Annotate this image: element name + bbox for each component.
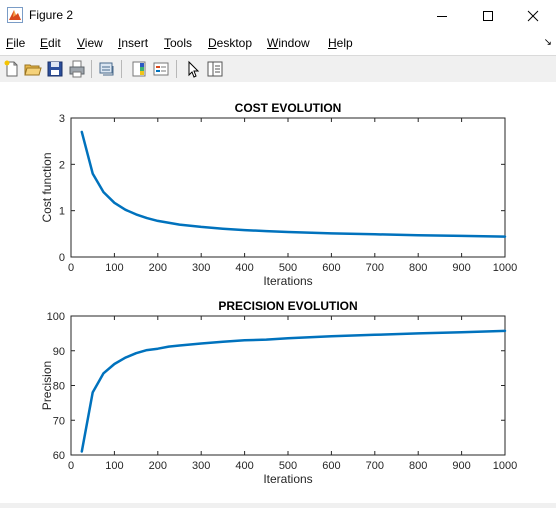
x-tick-label: 500 xyxy=(279,262,297,274)
toolbar-separator xyxy=(91,60,92,78)
save-icon[interactable] xyxy=(45,59,65,79)
insert-colorbar-icon[interactable] xyxy=(129,59,149,79)
menu-edit[interactable]: Edit xyxy=(40,36,61,50)
x-tick-label: 1000 xyxy=(493,460,517,472)
x-tick-label: 300 xyxy=(192,460,210,472)
x-tick-label: 200 xyxy=(149,460,167,472)
y-axis-label: Precision xyxy=(40,361,54,410)
plots-svg: 0 100 200 300 400 500 600 700 800 900 10000123COST… xyxy=(40,101,517,486)
x-tick-label: 200 xyxy=(149,262,167,274)
y-tick-label: 1 xyxy=(59,206,65,218)
x-tick-label: 600 xyxy=(322,460,340,472)
y-tick-label: 2 xyxy=(59,159,65,171)
menu-view[interactable]: View xyxy=(77,36,103,50)
chart-title: COST EVOLUTION xyxy=(235,101,342,115)
dock-arrow-icon[interactable]: ↘ xyxy=(543,37,552,48)
y-tick-label: 0 xyxy=(59,252,65,264)
toolbar-separator xyxy=(121,60,122,78)
x-tick-label: 700 xyxy=(366,460,384,472)
figure-canvas: 0 100 200 300 400 500 600 700 800 900 1000 0 1 2 3 COST… xyxy=(0,82,556,503)
menu-file-label: ile xyxy=(13,36,26,50)
y-tick-label: 60 xyxy=(53,450,65,462)
x-tick-label: 100 xyxy=(105,460,123,472)
x-tick-label: 400 xyxy=(235,262,253,274)
insert-legend-icon[interactable] xyxy=(151,59,171,79)
x-tick-label: 500 xyxy=(279,460,297,472)
menu-help[interactable]: Help xyxy=(328,36,353,50)
open-file-icon[interactable] xyxy=(23,59,43,79)
toolbar-separator xyxy=(176,60,177,78)
x-axis-label: Iterations xyxy=(263,274,312,288)
matlab-figure-icon xyxy=(7,7,23,23)
close-icon xyxy=(527,10,539,21)
y-tick-label: 80 xyxy=(53,381,65,393)
chart-title: PRECISION EVOLUTION xyxy=(218,299,357,313)
y-tick-label: 70 xyxy=(53,415,65,427)
close-button[interactable] xyxy=(510,0,556,31)
x-tick-label: 800 xyxy=(409,460,427,472)
y-tick-label: 90 xyxy=(53,346,65,358)
plot-area xyxy=(70,117,506,258)
menu-window[interactable]: Window xyxy=(267,36,310,50)
maximize-icon xyxy=(483,10,493,21)
edit-plot-icon[interactable] xyxy=(183,59,203,79)
title-bar: Figure 2 xyxy=(0,0,556,31)
menu-bar: File Edit View Insert Tools Desktop Wind… xyxy=(0,31,556,55)
menu-file[interactable]: File xyxy=(6,36,26,50)
x-tick-label: 600 xyxy=(322,262,340,274)
plot-area xyxy=(70,315,506,456)
y-tick-label: 3 xyxy=(59,113,65,125)
menu-tools[interactable]: Tools xyxy=(164,36,193,50)
x-axis-label: Iterations xyxy=(263,472,312,486)
x-tick-label: 900 xyxy=(452,460,470,472)
x-tick-label: 800 xyxy=(409,262,427,274)
x-tick-label: 0 xyxy=(68,460,74,472)
x-tick-label: 400 xyxy=(235,460,253,472)
property-inspector-icon[interactable] xyxy=(205,59,225,79)
x-tick-label: 300 xyxy=(192,262,210,274)
toolbar xyxy=(0,55,556,83)
minimize-button[interactable] xyxy=(419,0,465,31)
x-tick-label: 900 xyxy=(452,262,470,274)
series-line xyxy=(80,130,507,238)
menu-desktop[interactable]: Desktop xyxy=(208,36,253,50)
y-tick-label: 100 xyxy=(47,311,65,323)
minimize-icon xyxy=(437,15,447,17)
x-tick-label: 100 xyxy=(105,262,123,274)
series-line xyxy=(80,329,507,453)
x-tick-label: 1000 xyxy=(493,262,517,274)
x-tick-label: 700 xyxy=(366,262,384,274)
menu-insert[interactable]: Insert xyxy=(118,36,149,50)
maximize-button[interactable] xyxy=(465,0,511,31)
link-plot-icon[interactable] xyxy=(97,59,117,79)
print-icon[interactable] xyxy=(67,59,87,79)
new-figure-icon[interactable] xyxy=(2,59,22,79)
x-tick-label: 0 xyxy=(68,262,74,274)
y-axis-label: Cost function xyxy=(40,152,54,222)
window-title: Figure 2 xyxy=(29,8,74,22)
